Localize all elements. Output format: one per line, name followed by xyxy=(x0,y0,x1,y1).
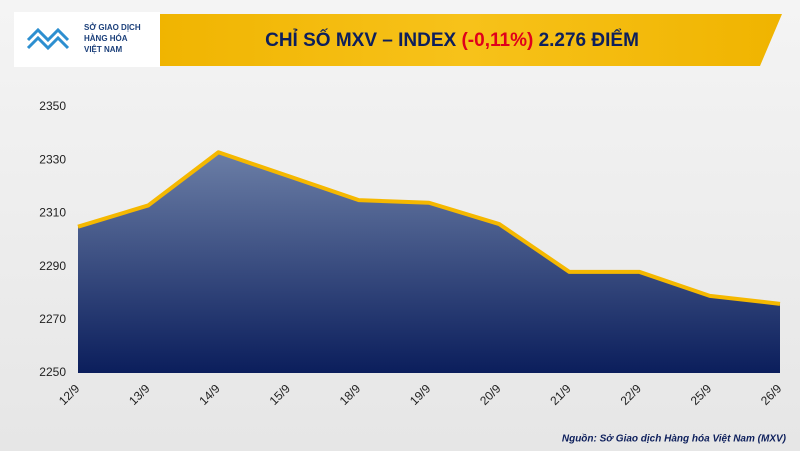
y-tick-label: 2330 xyxy=(39,152,66,166)
chart-title: CHỈ SỐ MXV – INDEX (-0,11%) 2.276 ĐIỂM xyxy=(265,29,639,51)
logo-text: SỞ GIAO DỊCH xyxy=(84,23,141,32)
y-tick-label: 2290 xyxy=(39,259,66,273)
area xyxy=(78,152,780,373)
logo-text: VIỆT NAM xyxy=(84,45,123,54)
title-banner xyxy=(150,14,782,66)
y-tick-label: 2350 xyxy=(39,99,66,113)
title-part: CHỈ SỐ MXV – INDEX xyxy=(265,29,456,51)
logo-text: HÀNG HÓA xyxy=(84,34,128,43)
y-tick-label: 2250 xyxy=(39,365,66,379)
title-part: 2.276 ĐIỂM xyxy=(539,29,639,51)
title-change: (-0,11%) xyxy=(461,30,533,51)
logo-icon xyxy=(26,27,70,51)
line xyxy=(77,150,781,306)
y-tick-label: 2310 xyxy=(39,206,66,220)
source: Nguồn: Sở Giao dịch Hàng hóa Việt Nam (M… xyxy=(562,433,787,445)
y-tick-label: 2270 xyxy=(39,312,66,326)
